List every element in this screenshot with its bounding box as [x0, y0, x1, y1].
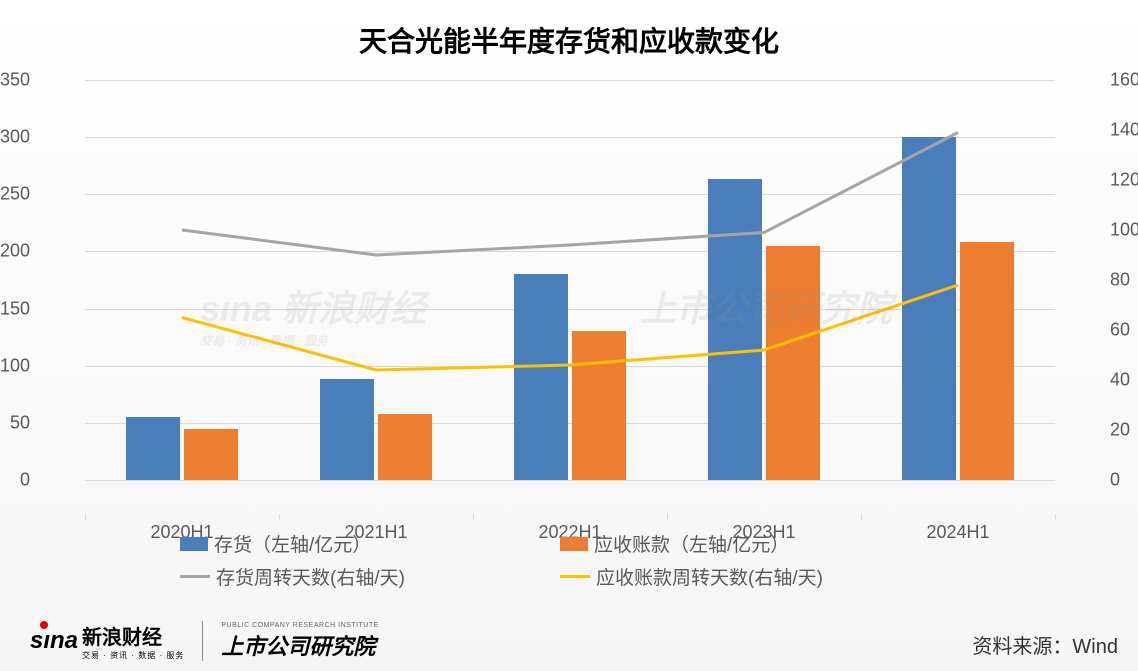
legend-item-bar-1: 应收账款（左轴/亿元） — [560, 530, 940, 557]
legend-label: 应收账款周转天数(右轴/天) — [596, 563, 823, 590]
y-tick-right: 100 — [1110, 220, 1138, 241]
y-tick-right: 0 — [1110, 470, 1120, 491]
x-tick-mark — [667, 514, 668, 520]
chart-area: 050100150200250300350 020406080100120140… — [85, 80, 1055, 480]
y-tick-right: 60 — [1110, 320, 1130, 341]
bar — [708, 179, 762, 480]
sina-logo-sub: 交易 · 资讯 · 数据 · 服务 — [82, 650, 184, 661]
bar — [902, 137, 956, 480]
sina-logo-icon: sına — [30, 627, 78, 655]
sina-logo-eye-icon — [40, 621, 48, 629]
y-tick-left: 100 — [0, 355, 30, 376]
sina-logo-text: sına — [30, 627, 78, 654]
legend: 存货（左轴/亿元） 应收账款（左轴/亿元） 存货周转天数(右轴/天) 应收账款周… — [180, 530, 980, 596]
gridline — [85, 80, 1055, 81]
bar — [514, 274, 568, 480]
legend-swatch — [180, 575, 210, 578]
y-tick-right: 40 — [1110, 370, 1130, 391]
footer-divider — [202, 621, 203, 661]
legend-item-bar-0: 存货（左轴/亿元） — [180, 530, 560, 557]
y-tick-left: 50 — [10, 412, 30, 433]
y-tick-left: 300 — [0, 127, 30, 148]
x-tick-mark — [861, 514, 862, 520]
legend-label: 存货周转天数(右轴/天) — [216, 563, 405, 590]
y-tick-right: 160 — [1110, 70, 1138, 91]
bar — [184, 429, 238, 480]
bar — [320, 379, 374, 480]
bar — [572, 331, 626, 480]
legend-item-line-1: 应收账款周转天数(右轴/天) — [560, 563, 940, 590]
institute-logo-main: 上市公司研究院 — [221, 629, 378, 661]
x-tick-mark — [1055, 514, 1056, 520]
legend-swatch — [560, 575, 590, 578]
y-tick-left: 0 — [20, 470, 30, 491]
sina-logo: sına 新浪财经 交易 · 资讯 · 数据 · 服务 — [30, 621, 184, 661]
legend-swatch — [560, 537, 588, 551]
footer: sına 新浪财经 交易 · 资讯 · 数据 · 服务 PUBLIC COMPA… — [0, 611, 1138, 671]
x-tick-mark — [473, 514, 474, 520]
bar — [960, 242, 1014, 480]
chart-container: 天合光能半年度存货和应收款变化 050100150200250300350 02… — [0, 0, 1138, 671]
legend-item-line-0: 存货周转天数(右轴/天) — [180, 563, 560, 590]
institute-logo: PUBLIC COMPANY RESEARCH INSTITUTE 上市公司研究… — [221, 622, 378, 661]
x-tick-mark — [279, 514, 280, 520]
plot-area — [85, 80, 1055, 480]
y-tick-right: 140 — [1110, 120, 1138, 141]
bar — [126, 417, 180, 480]
bar — [766, 246, 820, 480]
y-tick-left: 200 — [0, 241, 30, 262]
source-label: 资料来源：Wind — [972, 630, 1118, 659]
legend-swatch — [180, 537, 208, 551]
institute-logo-sub: PUBLIC COMPANY RESEARCH INSTITUTE — [221, 622, 378, 629]
y-tick-left: 350 — [0, 70, 30, 91]
bar — [378, 414, 432, 480]
y-tick-left: 150 — [0, 298, 30, 319]
y-tick-right: 120 — [1110, 170, 1138, 191]
x-tick-mark — [85, 514, 86, 520]
chart-title: 天合光能半年度存货和应收款变化 — [0, 0, 1138, 60]
y-tick-right: 80 — [1110, 270, 1130, 291]
gridline — [85, 480, 1055, 481]
sina-logo-main: 新浪财经 — [82, 621, 184, 650]
y-tick-left: 250 — [0, 184, 30, 205]
y-tick-right: 20 — [1110, 420, 1130, 441]
legend-label: 应收账款（左轴/亿元） — [594, 530, 789, 557]
legend-label: 存货（左轴/亿元） — [214, 530, 371, 557]
